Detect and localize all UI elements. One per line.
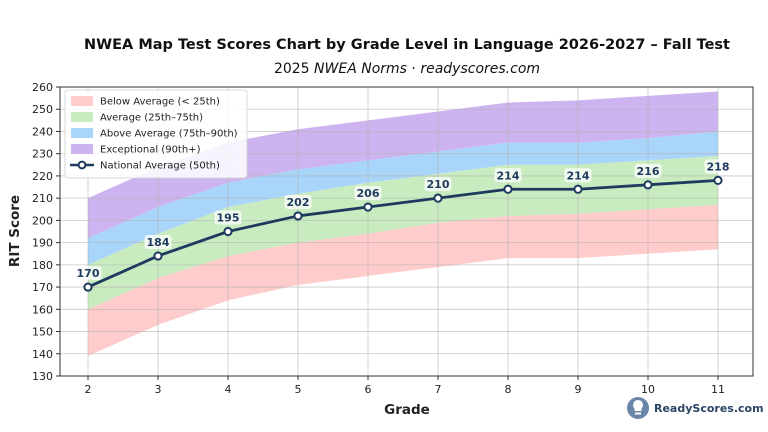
y-tick-label-6: 190 [32,237,53,250]
legend-label-0: Below Average (< 25th) [100,97,220,108]
legend-box [64,89,248,179]
chart-title: NWEA Map Test Scores Chart by Grade Leve… [84,37,730,53]
y-tick-label-7: 200 [32,214,53,227]
x-tick-label-7: 9 [575,383,582,396]
series-point-5 [433,193,443,203]
x-tick-label-1: 3 [155,383,162,396]
data-labels: 170 184 195 202 206 210 214 214 216 218 [74,159,732,281]
plot-frame [59,86,754,377]
data-label-6: 214 [497,169,520,182]
subtitle-norms: NWEA Norms [314,61,407,77]
band-2 [88,131,718,265]
subtitle-separator: · [407,61,420,77]
x-tick-label-9: 11 [711,383,725,396]
data-label-bg-7 [564,168,592,183]
x-tick-label-3: 5 [295,383,302,396]
series-point-8 [643,180,653,190]
y-tick-label-8: 210 [32,192,53,205]
x-tick-label-0: 2 [85,383,92,396]
data-label-bg-9 [704,159,732,174]
data-label-3: 202 [287,196,310,209]
data-label-0: 170 [77,267,100,280]
x-tick-label-5: 7 [435,383,442,396]
band-1 [88,155,718,310]
legend-label-2: Above Average (75th–90th) [100,129,238,140]
y-axis-ticks: 130 140 150 160 170 180 190 200 210 220 230 240 250 2… [32,81,60,383]
national-average-series [83,175,723,292]
data-label-4: 206 [357,187,380,200]
data-label-2: 195 [217,212,240,225]
lightbulb-base [635,412,641,415]
series-point-9 [713,175,723,185]
data-label-5: 210 [427,178,450,191]
data-label-9: 218 [707,160,730,173]
lightbulb-glyph [633,400,643,411]
x-tick-label-6: 8 [505,383,512,396]
subtitle-year: 2025 [274,61,314,77]
x-axis-ticks: 2 3 4 5 6 7 8 9 10 11 [85,376,725,396]
chart-subtitle: 2025 NWEA Norms · readyscores.com [274,61,540,77]
data-label-bg-8 [634,163,662,178]
legend-label-4: National Average (50th) [100,161,220,172]
y-tick-label-9: 220 [32,170,53,183]
series-line-0 [87,178,719,289]
data-label-1: 184 [147,236,170,249]
data-label-bg-0 [74,266,102,281]
series-point-0 [83,282,93,292]
data-label-bg-2 [214,210,242,225]
legend-swatch-0 [71,96,93,106]
y-tick-label-1: 140 [32,348,53,361]
data-label-bg-6 [494,168,522,183]
x-tick-label-8: 10 [641,383,655,396]
y-axis-label: RIT Score [7,195,23,267]
x-tick-label-2: 4 [225,383,232,396]
legend-label-3: Exceptional (90th+) [100,145,201,156]
legend-swatch-1 [71,112,93,122]
band-3 [88,91,718,239]
series-point-7 [573,184,583,194]
brand-badge: ReadyScores.com [627,397,764,419]
y-tick-label-10: 230 [32,148,53,161]
y-tick-label-0: 130 [32,370,53,383]
legend-label-1: Average (25th–75th) [100,113,203,124]
data-label-8: 216 [637,165,660,178]
y-tick-label-4: 170 [32,281,53,294]
legend-swatch-3 [71,144,93,154]
x-tick-label-4: 6 [365,383,372,396]
series-point-4 [363,202,373,212]
series-point-2 [223,226,233,237]
data-label-bg-3 [284,194,312,209]
data-label-bg-1 [144,234,172,249]
legend-marker-4 [77,160,87,170]
y-tick-label-13: 260 [32,81,53,94]
subtitle-site: readyscores.com [420,61,540,77]
brand-label: ReadyScores.com [654,402,764,415]
series-point-3 [293,211,303,221]
y-tick-label-5: 180 [32,259,53,272]
legend-swatch-2 [71,128,93,138]
y-tick-label-12: 250 [32,103,53,116]
data-label-bg-5 [424,177,452,192]
y-tick-label-11: 240 [32,125,53,138]
series-point-1 [153,251,163,261]
series-point-6 [503,184,513,194]
x-axis-label: Grade [384,402,430,418]
data-label-7: 214 [567,169,590,182]
y-tick-label-3: 160 [32,303,53,316]
legend: Below Average (< 25th) Average (25th–75th… [64,89,248,179]
y-tick-label-2: 150 [32,326,53,339]
data-label-bg-4 [354,186,382,201]
